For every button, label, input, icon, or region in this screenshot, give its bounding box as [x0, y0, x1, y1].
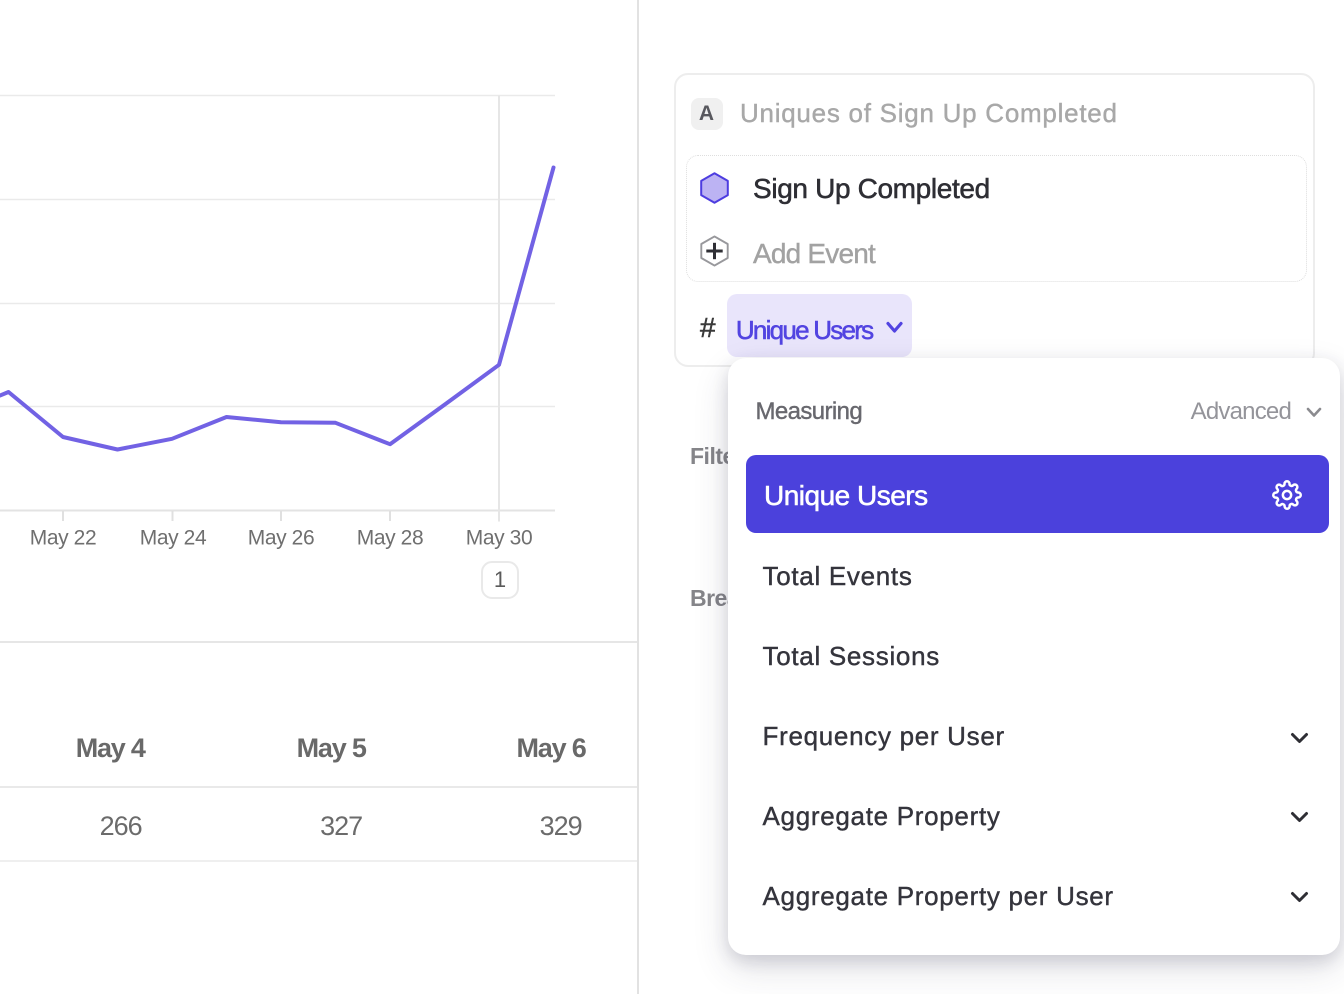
svg-text:May 24: May 24: [140, 527, 207, 550]
svg-text:May 26: May 26: [248, 527, 314, 550]
svg-text:May 28: May 28: [357, 527, 423, 550]
svg-text:May 30: May 30: [466, 527, 532, 550]
svg-text:May 22: May 22: [30, 527, 96, 550]
